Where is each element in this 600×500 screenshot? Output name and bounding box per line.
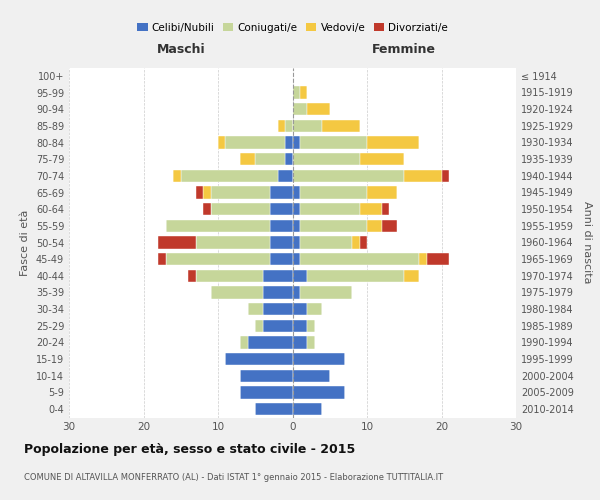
Bar — [352, 236, 359, 248]
Bar — [293, 370, 330, 382]
Bar — [241, 370, 293, 382]
Bar — [196, 186, 203, 198]
Bar — [293, 270, 307, 282]
Bar — [382, 220, 397, 232]
Bar — [270, 253, 293, 266]
Bar — [300, 286, 352, 298]
Bar — [278, 120, 285, 132]
Bar — [300, 186, 367, 198]
Bar — [293, 286, 300, 298]
Bar — [404, 170, 442, 182]
Bar — [196, 270, 263, 282]
Bar — [218, 136, 226, 149]
Bar — [241, 336, 248, 349]
Bar — [293, 236, 300, 248]
Bar — [211, 203, 270, 215]
Bar — [203, 203, 211, 215]
Bar — [307, 320, 315, 332]
Bar — [166, 253, 270, 266]
Bar — [293, 86, 300, 99]
Bar — [196, 236, 270, 248]
Legend: Celibi/Nubili, Coniugati/e, Vedovi/e, Divorziati/e: Celibi/Nubili, Coniugati/e, Vedovi/e, Di… — [133, 18, 452, 37]
Bar — [300, 136, 367, 149]
Bar — [285, 120, 293, 132]
Bar — [307, 336, 315, 349]
Bar — [166, 220, 270, 232]
Bar — [293, 386, 344, 399]
Bar — [158, 236, 196, 248]
Bar — [307, 270, 404, 282]
Bar — [419, 253, 427, 266]
Bar — [293, 303, 307, 316]
Bar — [300, 220, 367, 232]
Bar — [367, 220, 382, 232]
Bar — [293, 186, 300, 198]
Bar — [285, 153, 293, 166]
Bar — [322, 120, 359, 132]
Bar — [211, 186, 270, 198]
Text: Popolazione per età, sesso e stato civile - 2015: Popolazione per età, sesso e stato civil… — [24, 442, 355, 456]
Bar — [270, 186, 293, 198]
Bar — [158, 253, 166, 266]
Bar — [307, 303, 322, 316]
Bar — [300, 203, 359, 215]
Bar — [270, 236, 293, 248]
Bar — [226, 136, 285, 149]
Bar — [255, 320, 263, 332]
Bar — [226, 353, 293, 366]
Bar — [293, 103, 307, 116]
Bar — [293, 220, 300, 232]
Bar — [404, 270, 419, 282]
Bar — [359, 236, 367, 248]
Bar — [293, 403, 322, 415]
Text: Femmine: Femmine — [372, 43, 436, 56]
Bar — [241, 153, 255, 166]
Bar — [293, 320, 307, 332]
Bar — [293, 170, 404, 182]
Bar — [300, 253, 419, 266]
Bar — [293, 336, 307, 349]
Bar — [173, 170, 181, 182]
Bar — [293, 153, 359, 166]
Bar — [211, 286, 263, 298]
Bar — [293, 253, 300, 266]
Bar — [188, 270, 196, 282]
Bar — [255, 403, 293, 415]
Bar — [203, 186, 211, 198]
Bar — [359, 153, 404, 166]
Bar — [293, 120, 322, 132]
Y-axis label: Anni di nascita: Anni di nascita — [582, 201, 592, 283]
Bar — [263, 303, 293, 316]
Bar — [300, 86, 307, 99]
Bar — [442, 170, 449, 182]
Bar — [278, 170, 293, 182]
Text: Maschi: Maschi — [157, 43, 205, 56]
Bar — [285, 136, 293, 149]
Bar — [300, 236, 352, 248]
Y-axis label: Fasce di età: Fasce di età — [20, 210, 30, 276]
Bar — [367, 186, 397, 198]
Bar — [427, 253, 449, 266]
Bar — [382, 203, 389, 215]
Bar — [263, 286, 293, 298]
Bar — [293, 203, 300, 215]
Bar — [263, 320, 293, 332]
Bar — [270, 220, 293, 232]
Bar — [181, 170, 278, 182]
Bar — [293, 136, 300, 149]
Bar — [241, 386, 293, 399]
Bar — [307, 103, 330, 116]
Bar — [359, 203, 382, 215]
Bar — [248, 303, 263, 316]
Bar — [248, 336, 293, 349]
Bar — [263, 270, 293, 282]
Text: COMUNE DI ALTAVILLA MONFERRATO (AL) - Dati ISTAT 1° gennaio 2015 - Elaborazione : COMUNE DI ALTAVILLA MONFERRATO (AL) - Da… — [24, 472, 443, 482]
Bar — [270, 203, 293, 215]
Bar — [367, 136, 419, 149]
Bar — [255, 153, 285, 166]
Bar — [293, 353, 344, 366]
